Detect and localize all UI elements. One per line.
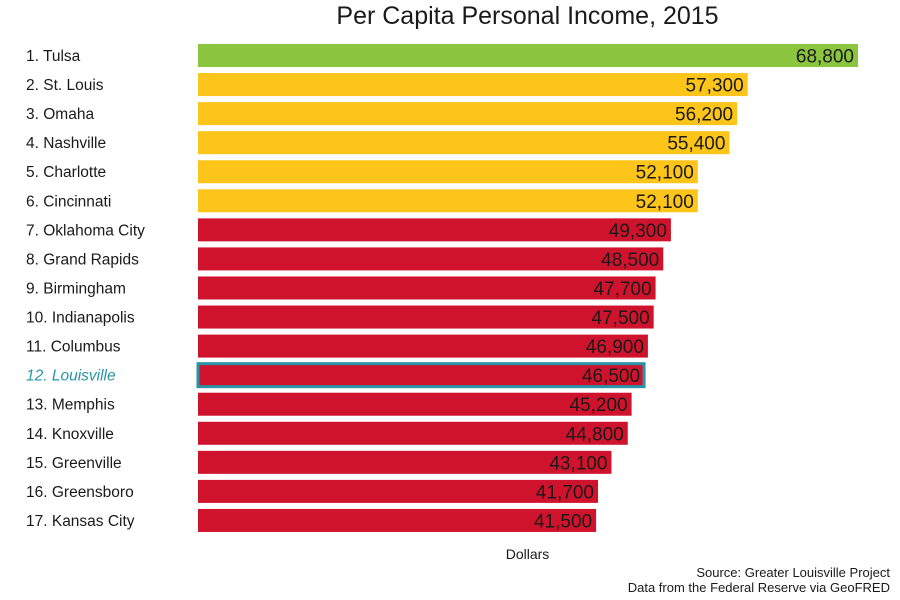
category-label-memphis: 13. Memphis bbox=[26, 397, 115, 414]
bar-oklahoma-city bbox=[198, 218, 671, 242]
bar-louisville bbox=[196, 362, 646, 389]
category-label-indianapolis: 10. Indianapolis bbox=[26, 310, 135, 327]
bar-greenville bbox=[198, 450, 612, 474]
value-label-louisville: 46,500 bbox=[582, 366, 640, 387]
category-label-cincinnati: 6. Cincinnati bbox=[26, 193, 111, 210]
category-label-charlotte: 5. Charlotte bbox=[26, 164, 106, 181]
bar-knoxville bbox=[198, 421, 628, 445]
category-label-columbus: 11. Columbus bbox=[26, 339, 121, 356]
value-label-grand-rapids: 48,500 bbox=[601, 250, 659, 271]
value-label-nashville: 55,400 bbox=[667, 134, 725, 155]
bar-tulsa bbox=[198, 44, 858, 67]
category-label-louisville: 12. Louisville bbox=[26, 368, 116, 385]
bar-charlotte bbox=[198, 160, 698, 184]
bar-omaha bbox=[198, 102, 738, 126]
bar-memphis bbox=[198, 392, 632, 416]
chart-title: Per Capita Personal Income, 2015 bbox=[336, 2, 719, 30]
bar-kansas-city bbox=[198, 508, 597, 532]
category-label-greensboro: 16. Greensboro bbox=[26, 484, 134, 501]
value-label-cincinnati: 52,100 bbox=[636, 192, 694, 213]
value-label-kansas-city: 41,500 bbox=[534, 511, 592, 532]
value-label-indianapolis: 47,500 bbox=[592, 308, 650, 329]
bar-st-louis bbox=[198, 73, 748, 97]
bar-grand-rapids bbox=[198, 247, 664, 271]
category-label-omaha: 3. Omaha bbox=[26, 106, 94, 123]
value-label-greenville: 43,100 bbox=[549, 453, 607, 474]
value-label-columbus: 46,900 bbox=[586, 337, 644, 358]
category-label-oklahoma-city: 7. Oklahoma City bbox=[26, 222, 145, 239]
value-label-oklahoma-city: 49,300 bbox=[609, 221, 667, 242]
bar-nashville bbox=[198, 131, 730, 155]
category-label-greenville: 15. Greenville bbox=[26, 455, 122, 472]
x-axis-label: Dollars bbox=[505, 546, 550, 562]
category-label-grand-rapids: 8. Grand Rapids bbox=[26, 251, 139, 268]
bar-birmingham bbox=[198, 276, 656, 300]
bar-greensboro bbox=[198, 479, 599, 503]
category-label-nashville: 4. Nashville bbox=[26, 135, 106, 152]
category-label-kansas-city: 17. Kansas City bbox=[26, 513, 135, 530]
value-label-tulsa: 68,800 bbox=[796, 47, 854, 68]
value-label-knoxville: 44,800 bbox=[566, 424, 624, 445]
value-label-birmingham: 47,700 bbox=[593, 279, 651, 300]
source-credit: Source: Greater Louisville Project bbox=[696, 565, 890, 580]
category-label-knoxville: 14. Knoxville bbox=[26, 426, 114, 443]
category-label-birmingham: 9. Birmingham bbox=[26, 280, 126, 297]
bar-columbus bbox=[198, 334, 648, 358]
bar-indianapolis bbox=[198, 305, 654, 329]
category-label-tulsa: 1. Tulsa bbox=[26, 48, 81, 65]
value-label-st-louis: 57,300 bbox=[686, 76, 744, 97]
data-credit: Data from the Federal Reserve via GeoFRE… bbox=[627, 580, 890, 595]
value-label-charlotte: 52,100 bbox=[636, 163, 694, 184]
value-label-greensboro: 41,700 bbox=[536, 482, 594, 503]
value-label-omaha: 56,200 bbox=[675, 105, 733, 126]
value-label-memphis: 45,200 bbox=[569, 395, 627, 416]
category-label-st-louis: 2. St. Louis bbox=[26, 77, 104, 94]
bar-cincinnati bbox=[198, 189, 698, 213]
